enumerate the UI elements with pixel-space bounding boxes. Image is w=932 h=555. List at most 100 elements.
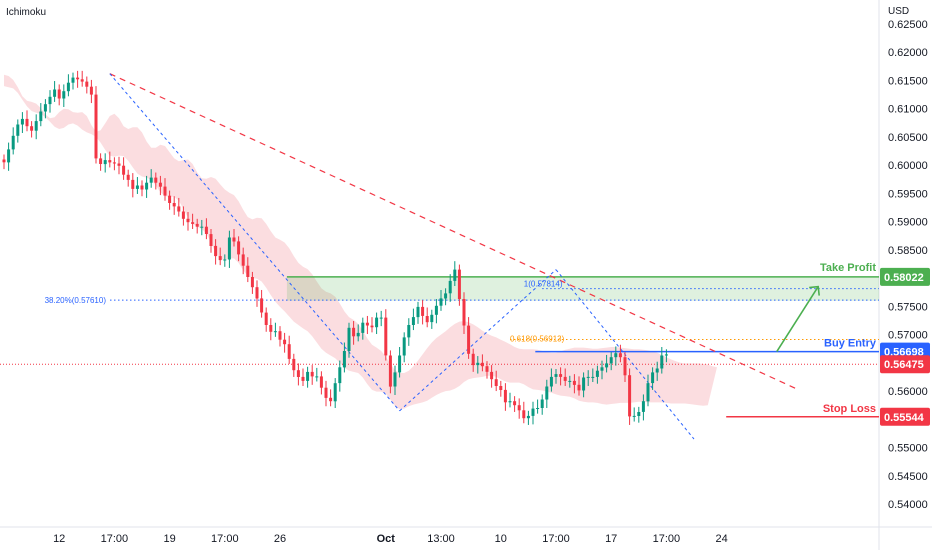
- x-tick-label[interactable]: 13:00: [427, 533, 455, 545]
- x-tick-label[interactable]: 24: [715, 533, 727, 545]
- candle-body: [71, 77, 75, 83]
- candle-body: [577, 384, 581, 391]
- candle-body: [301, 376, 305, 381]
- candle-body: [605, 363, 609, 368]
- candle-body: [503, 389, 507, 403]
- x-tick-label[interactable]: 17:00: [101, 533, 129, 545]
- candle-body: [641, 401, 645, 412]
- indicator-label[interactable]: Ichimoku: [6, 7, 46, 18]
- candle-body: [398, 355, 402, 373]
- candle-body: [467, 325, 471, 354]
- candle-body: [181, 211, 185, 219]
- x-tick-label[interactable]: Oct: [377, 533, 396, 545]
- candle-body: [384, 317, 388, 356]
- price-axis[interactable]: 0.62500 0.62000 0.61500 0.61000 0.60500 0.600…: [880, 19, 930, 511]
- y-tick-label[interactable]: 0.62000: [888, 47, 928, 59]
- time-axis[interactable]: 12 17:00 19 17:00 26 Oct 13:00 10 17:00 17 17:00 24: [53, 533, 728, 545]
- candle-body: [43, 104, 47, 112]
- ichimoku-cloud-shape: [4, 74, 717, 410]
- y-tick-label[interactable]: 0.54000: [888, 499, 928, 511]
- y-tick-label[interactable]: 0.59000: [888, 217, 928, 229]
- candle-body: [513, 401, 517, 406]
- candle-body: [356, 332, 360, 337]
- candle-body: [172, 203, 176, 207]
- candle-body: [531, 408, 535, 416]
- candle-body: [260, 298, 264, 313]
- ichimoku-cloud: [4, 74, 717, 410]
- candle-body: [250, 277, 254, 288]
- y-tick-label[interactable]: 0.58500: [888, 245, 928, 257]
- y-tick-label[interactable]: 0.60000: [888, 160, 928, 172]
- y-tick-label[interactable]: 0.61500: [888, 75, 928, 87]
- x-tick-label[interactable]: 17:00: [211, 533, 239, 545]
- candle-body: [209, 234, 213, 246]
- candle-body: [444, 293, 448, 299]
- candle-body: [195, 223, 199, 227]
- x-tick-label[interactable]: 12: [53, 533, 65, 545]
- y-tick-label[interactable]: 0.56000: [888, 386, 928, 398]
- y-tick-label[interactable]: 0.54500: [888, 471, 928, 483]
- fib-leg-left-2: [399, 269, 557, 412]
- candle-body: [80, 79, 84, 82]
- x-tick-label[interactable]: 26: [274, 533, 286, 545]
- y-tick-label[interactable]: 0.62500: [888, 19, 928, 31]
- x-tick-label[interactable]: 10: [495, 533, 507, 545]
- fib-leg-left-1: [109, 73, 400, 412]
- candle-body: [430, 314, 434, 323]
- candle-body: [108, 160, 112, 163]
- y-tick-label[interactable]: 0.59500: [888, 188, 928, 200]
- candle-body: [623, 357, 627, 376]
- x-tick-label[interactable]: 19: [163, 533, 175, 545]
- candle-body: [439, 298, 443, 306]
- stop-loss-tag: 0.55544: [884, 412, 925, 424]
- candle-body: [333, 383, 337, 402]
- candle-body: [269, 325, 273, 332]
- candle-body: [480, 362, 484, 367]
- candle-body: [421, 306, 425, 316]
- candle-body: [361, 322, 365, 333]
- candle-body: [292, 358, 296, 371]
- candle-body: [347, 327, 351, 351]
- buy-entry-label: Buy Entry: [824, 338, 877, 350]
- x-tick-label[interactable]: 17: [605, 533, 617, 545]
- candle-body: [407, 325, 411, 338]
- y-tick-label[interactable]: 0.55000: [888, 443, 928, 455]
- candle-body: [145, 182, 149, 190]
- candle-body: [591, 376, 595, 378]
- y-tick-label[interactable]: 0.61000: [888, 104, 928, 116]
- candle-body: [117, 163, 121, 166]
- candle-body: [218, 256, 222, 261]
- candle-body: [609, 357, 613, 364]
- candle-body: [168, 195, 172, 203]
- y-tick-label[interactable]: 0.57500: [888, 301, 928, 313]
- candle-body: [66, 82, 70, 92]
- candle-body: [563, 376, 567, 381]
- x-tick-label[interactable]: 17:00: [653, 533, 681, 545]
- candle-body: [177, 206, 181, 212]
- candle-body: [425, 316, 429, 323]
- x-tick-label[interactable]: 17:00: [542, 533, 570, 545]
- candle-body: [462, 299, 466, 326]
- candle-body: [549, 376, 553, 387]
- candle-body: [39, 111, 43, 122]
- candle-body: [246, 265, 250, 277]
- candle-body: [204, 226, 208, 234]
- y-tick-label[interactable]: 0.60500: [888, 132, 928, 144]
- candle-body: [402, 337, 406, 356]
- candle-body: [76, 77, 80, 80]
- candle-body: [99, 158, 103, 164]
- candle-body: [536, 408, 540, 409]
- candle-body: [20, 118, 24, 125]
- candle-body: [411, 317, 415, 325]
- candle-body: [283, 339, 287, 345]
- y-tick-label[interactable]: 0.57000: [888, 330, 928, 342]
- candle-body: [264, 312, 268, 325]
- fib-618-label: 0.618(0.56913): [510, 335, 565, 344]
- annotations: Take Profit Buy Entry Stop Loss 38.20%(0.57…: [45, 262, 877, 415]
- candle-body: [223, 259, 227, 261]
- candle-body: [471, 353, 475, 366]
- take-profit-tag-bg: [880, 267, 930, 286]
- candle-body: [600, 367, 604, 371]
